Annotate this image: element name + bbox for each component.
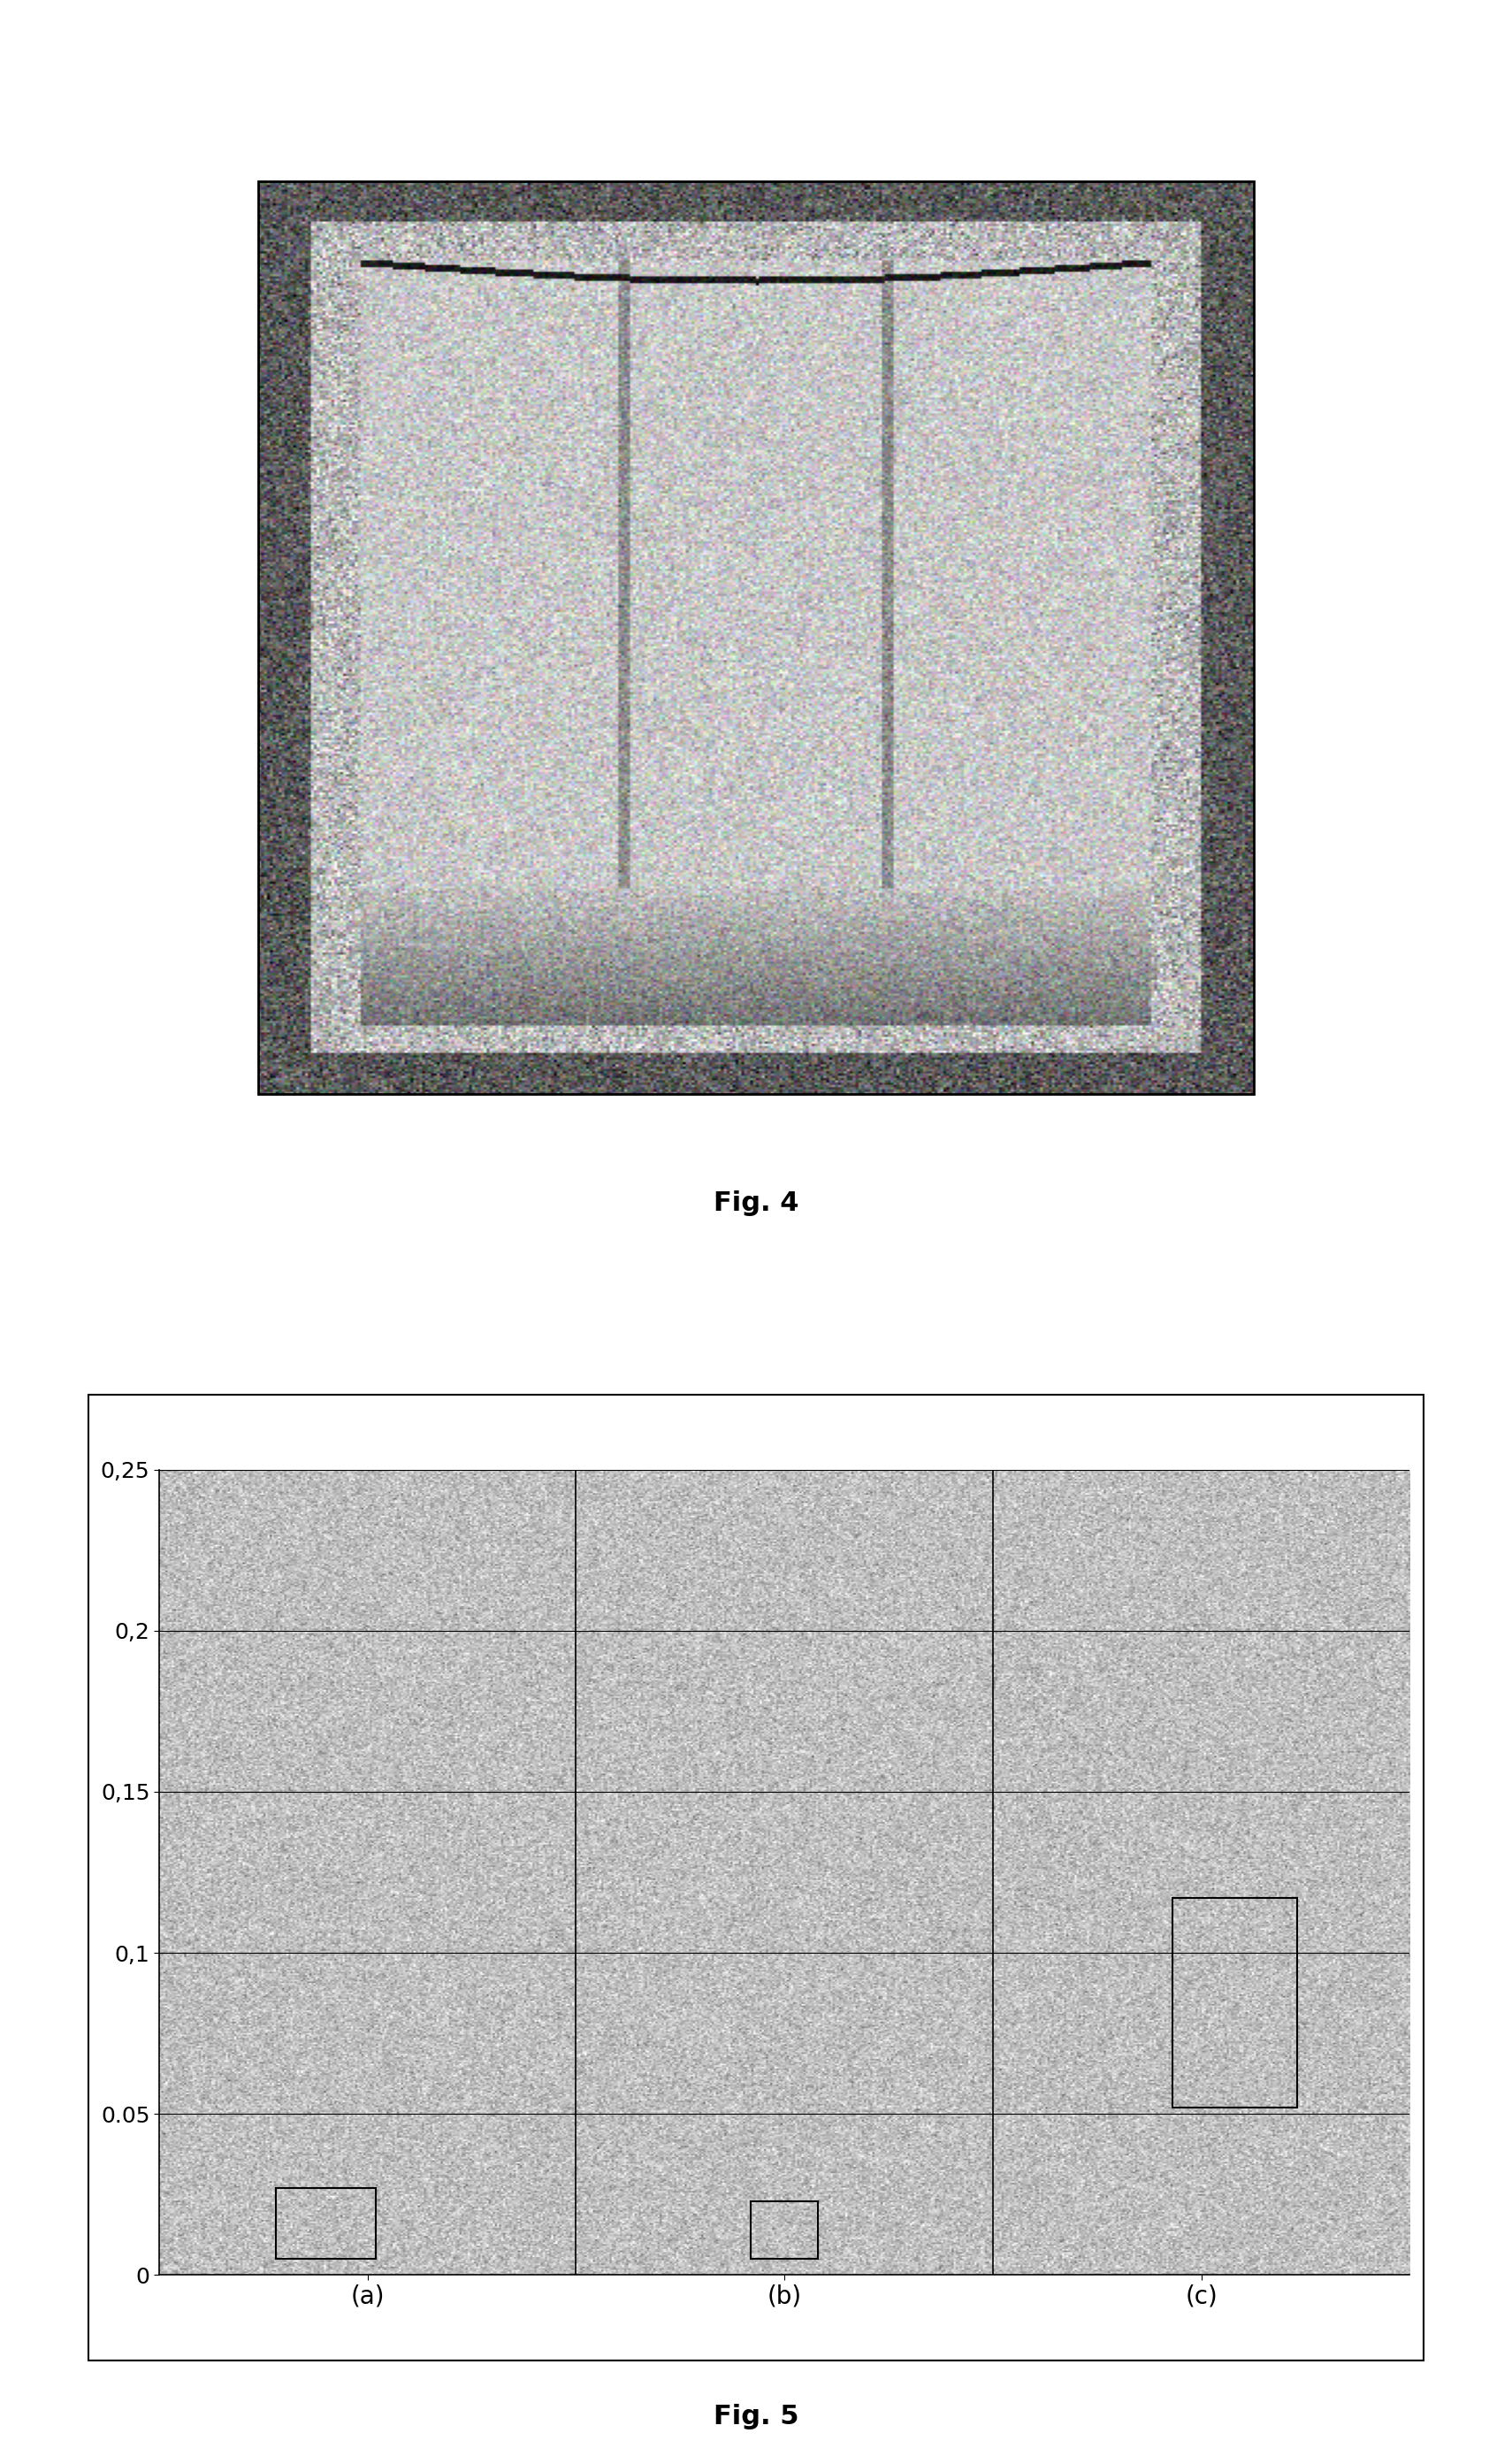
- Text: Fig. 5: Fig. 5: [714, 2404, 798, 2429]
- Text: Fig. 4: Fig. 4: [714, 1191, 798, 1216]
